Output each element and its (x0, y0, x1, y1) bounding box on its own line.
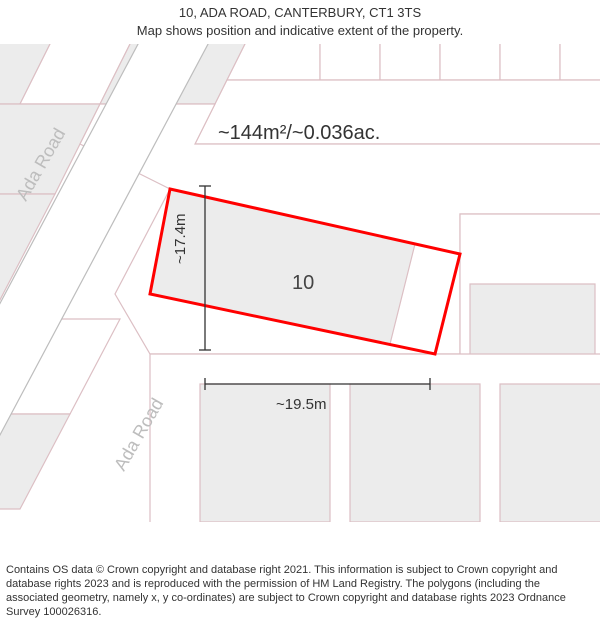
parcel (500, 44, 560, 80)
header: 10, ADA ROAD, CANTERBURY, CT1 3TS Map sh… (0, 4, 600, 40)
dimension-vertical-label: ~17.4m (172, 214, 189, 264)
parcel (380, 44, 440, 80)
parcel (560, 44, 600, 80)
page-title: 10, ADA ROAD, CANTERBURY, CT1 3TS (0, 4, 600, 22)
map-area: ~144m²/~0.036ac. 10 Ada Road Ada Road ~1… (0, 44, 600, 522)
parcel (440, 44, 500, 80)
parcel (500, 384, 600, 522)
map-frame: 10, ADA ROAD, CANTERBURY, CT1 3TS Map sh… (0, 0, 600, 625)
parcel (320, 44, 380, 80)
parcel (350, 384, 480, 522)
dimension-horizontal-label: ~19.5m (276, 396, 326, 413)
area-label: ~144m²/~0.036ac. (218, 122, 380, 145)
property-number: 10 (292, 272, 314, 295)
page-subtitle: Map shows position and indicative extent… (0, 22, 600, 40)
copyright-footer: Contains OS data © Crown copyright and d… (6, 563, 594, 619)
